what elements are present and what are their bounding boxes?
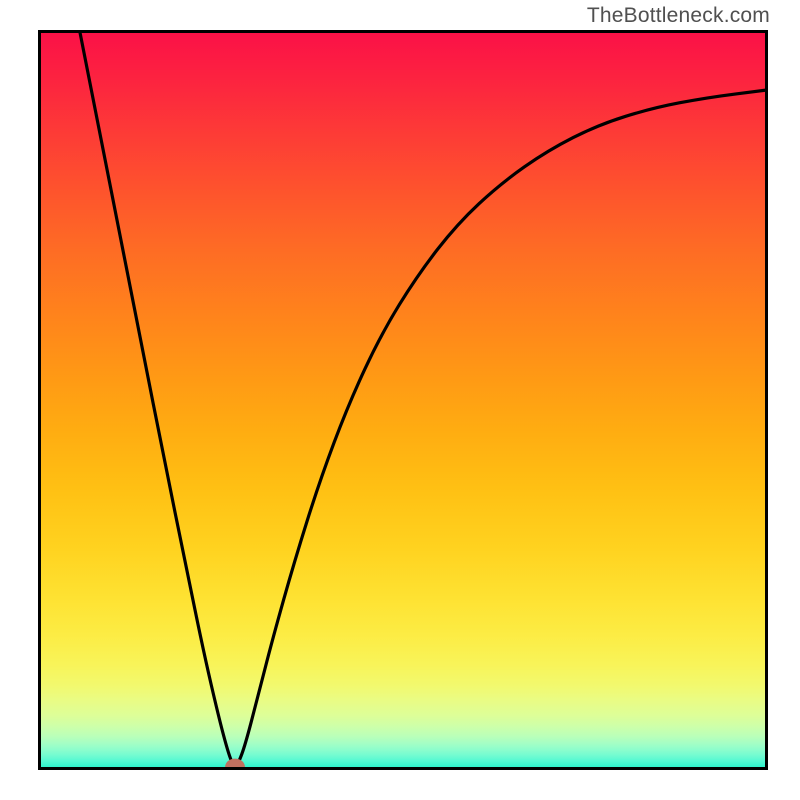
chart-plot-area — [38, 30, 768, 770]
chart-svg — [41, 33, 765, 767]
bottleneck-curve — [80, 33, 765, 766]
watermark-label: TheBottleneck.com — [587, 4, 770, 28]
root-container: TheBottleneck.com — [0, 0, 800, 800]
optimum-marker — [225, 759, 245, 767]
